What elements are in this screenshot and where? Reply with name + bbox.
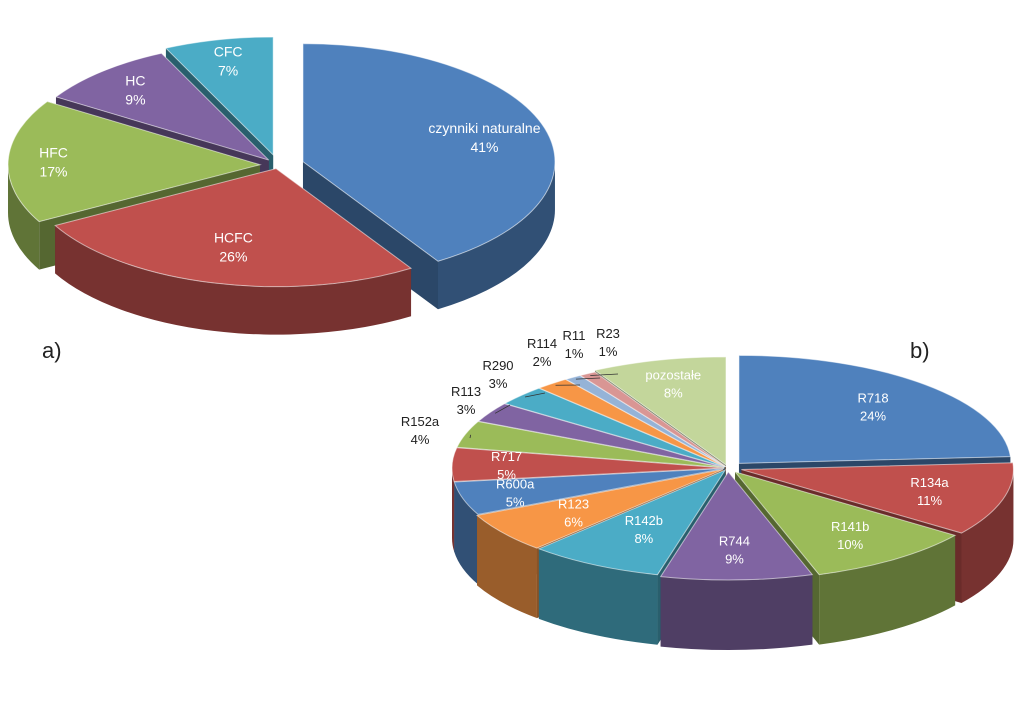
pie-b-label-r123: R123 bbox=[558, 497, 589, 512]
pie-b-label-r23: R23 bbox=[596, 326, 620, 341]
pie-b-value-r717: 5% bbox=[497, 467, 516, 482]
pie-b-label-r11: R11 bbox=[563, 328, 586, 343]
pie-b-label-r744: R744 bbox=[719, 534, 750, 549]
pie-a-slice-czynniki-naturalne bbox=[302, 43, 556, 262]
pie-b-leader-r11 bbox=[575, 377, 601, 380]
pie-b-slice-r123 bbox=[475, 468, 724, 549]
pie-a-slice-hcfc bbox=[54, 168, 413, 288]
pie-a-value-czynniki-naturalne: 41% bbox=[470, 139, 498, 155]
pie-a-slice-cfc bbox=[164, 36, 274, 157]
panel-label-b: b) bbox=[910, 338, 930, 363]
pie-b-label-r718: R718 bbox=[857, 391, 888, 406]
pie-b-value-r290: 3% bbox=[489, 376, 508, 391]
pie-b-slice-r23 bbox=[578, 371, 727, 468]
pie-b-value-r718: 24% bbox=[860, 409, 886, 424]
pie-b-value-r123: 6% bbox=[564, 515, 583, 530]
pie-b-slice-r141b bbox=[733, 470, 957, 576]
pie-a-label-czynniki-naturalne: czynniki naturalne bbox=[428, 120, 540, 136]
pie-b-value-r141b: 10% bbox=[837, 537, 863, 552]
pie-b-value-r11: 1% bbox=[565, 346, 584, 361]
pie-b-leader-r152a bbox=[469, 434, 472, 439]
pie-b-value-r600a: 5% bbox=[506, 495, 525, 510]
pie-a-label-hfc: HFC bbox=[39, 145, 68, 161]
pie-b-slice-r744 bbox=[659, 471, 814, 581]
pie-b-leader-r113 bbox=[494, 404, 511, 414]
pie-b-value-pozostale: 8% bbox=[664, 385, 683, 400]
panel-label-a: a) bbox=[42, 338, 62, 363]
pie-b-label-r152a: R152a bbox=[401, 414, 440, 429]
pie-a-value-cfc: 7% bbox=[218, 63, 238, 79]
pie-b-value-r142b: 8% bbox=[634, 531, 653, 546]
pie-b-label-r142b: R142b bbox=[625, 513, 663, 528]
pie-b-value-r152a: 4% bbox=[411, 432, 430, 447]
pie-b-value-r114: 2% bbox=[533, 354, 552, 369]
pie-b-label-r290: R290 bbox=[482, 358, 513, 373]
pie-a-label-hcfc: HCFC bbox=[214, 229, 253, 245]
pie-b-slice-r142b bbox=[537, 468, 727, 576]
pie-b-value-r113: 3% bbox=[457, 402, 476, 417]
pie-b-slice-r718 bbox=[738, 354, 1012, 464]
pie-a-value-hcfc: 26% bbox=[219, 248, 247, 264]
pie-a-slice-hfc bbox=[7, 100, 262, 223]
pie-a-slice-hc bbox=[54, 52, 270, 161]
pie-b-label-r717: R717 bbox=[491, 449, 522, 464]
pie-b-slice-pozostale bbox=[593, 356, 727, 466]
pie-b-label-r113: R113 bbox=[451, 384, 481, 399]
pie-b-leader-r23 bbox=[590, 373, 619, 376]
pie-a-label-hc: HC bbox=[125, 72, 145, 88]
pie-b-label-r134a: R134a bbox=[910, 475, 949, 490]
pie-a-value-hfc: 17% bbox=[39, 164, 67, 180]
pie-b-slice-r134a bbox=[741, 462, 1014, 534]
pie-b-label-r600a: R600a bbox=[496, 477, 535, 492]
pie-chart-b: R718 24% R134a 11% R141b 10% R744 9% R142b 8% R123… bbox=[401, 326, 1014, 650]
pie-b-value-r23: 1% bbox=[599, 344, 618, 359]
pie-b-label-r114: R114 bbox=[527, 336, 557, 351]
pie-b-value-r134a: 11% bbox=[917, 493, 942, 508]
pie-chart-a: czynniki naturalne 41% HCFC 26% HFC 17% HC 9% CF… bbox=[7, 36, 556, 335]
pie-a-value-hc: 9% bbox=[125, 91, 145, 107]
pie-b-slice-r600a bbox=[453, 467, 725, 515]
pie-b-value-r744: 9% bbox=[725, 552, 744, 567]
pie-a-label-cfc: CFC bbox=[214, 44, 243, 60]
pie-b-label-pozostale: pozostałe bbox=[645, 367, 701, 382]
pie-b-leader-r290 bbox=[524, 392, 546, 398]
pie-b-label-r141b: R141b bbox=[831, 519, 869, 534]
